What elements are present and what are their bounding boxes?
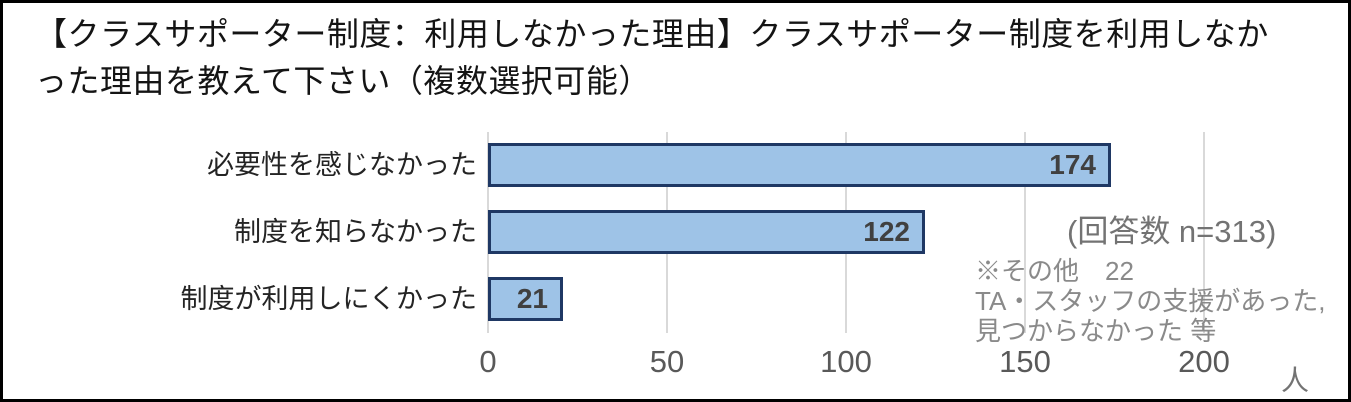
- category-label: 必要性を感じなかった: [207, 150, 477, 180]
- category-label: 制度が利用しにくかった: [180, 284, 477, 314]
- bar-value-label: 21: [516, 283, 548, 314]
- other-note-line: ※その他 22: [975, 256, 1134, 286]
- other-note-line: 見つからなかった 等: [975, 316, 1217, 346]
- x-axis-tick-label: 50: [649, 344, 685, 379]
- category-label: 制度を知らなかった: [234, 217, 477, 247]
- other-responses-note: ※その他 22 TA・スタッフの支援があった, 見つからなかった 等: [975, 256, 1326, 346]
- bar: 122: [488, 210, 925, 254]
- x-axis-unit-label: 人: [1280, 365, 1309, 396]
- bar-value-label: 174: [1049, 149, 1096, 180]
- respondents-count-note: (回答数 n=313): [1067, 214, 1277, 249]
- gridline: [1203, 132, 1205, 333]
- bar: 174: [488, 143, 1111, 187]
- bar-value-label: 122: [863, 216, 910, 247]
- bar: 21: [488, 277, 563, 321]
- x-axis-tick-label: 100: [820, 344, 872, 379]
- other-note-line: TA・スタッフの支援があった,: [975, 286, 1326, 316]
- gridline: [1024, 132, 1026, 333]
- x-axis-tick-label: 0: [479, 344, 497, 379]
- x-axis-tick-label: 200: [1178, 344, 1230, 379]
- x-axis-tick-label: 150: [999, 344, 1051, 379]
- chart-title: 【クラスサポーター制度：利用しなかった理由】クラスサポーター制度を利用しなかった…: [35, 16, 1269, 99]
